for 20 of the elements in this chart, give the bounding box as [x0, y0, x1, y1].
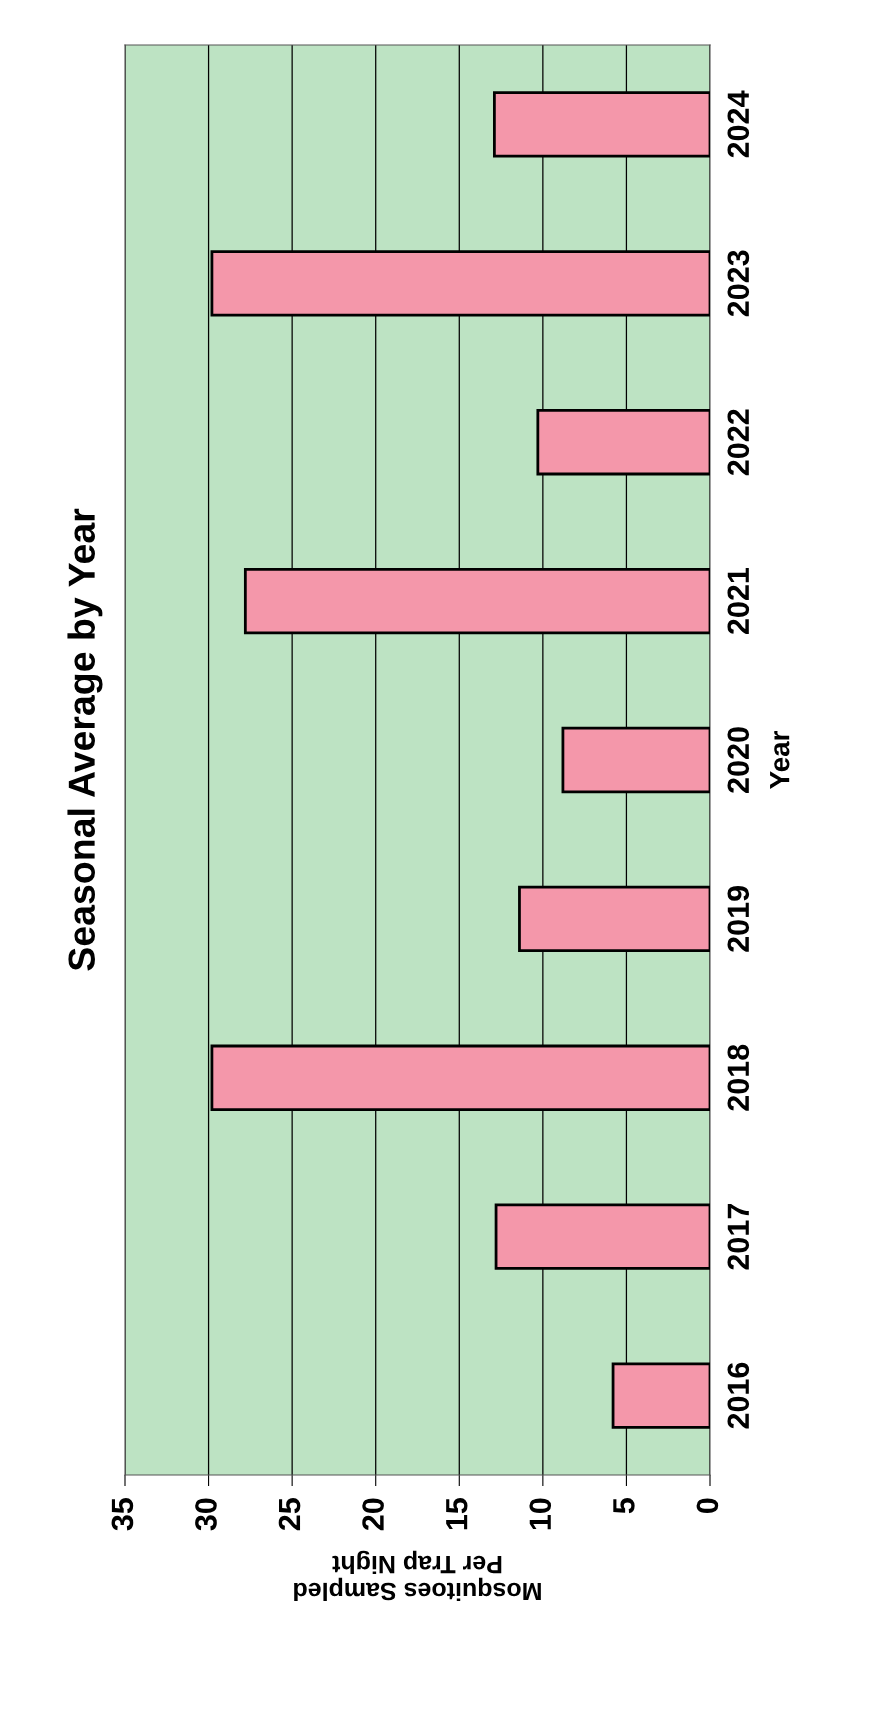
y-tick-label: 2016 — [727, 1362, 750, 1429]
x-tick-label: 0 — [696, 1498, 719, 1514]
y-tick-label: 2024 — [727, 90, 750, 158]
y-tick-label: 2017 — [727, 1204, 750, 1270]
x-tick-label: 5 — [613, 1498, 635, 1514]
text: Seasonal Average by Year — [67, 508, 103, 971]
x-tick-label: 20 — [362, 1498, 384, 1531]
y-tick-label: 2020 — [727, 727, 750, 793]
x-tick-label: 25 — [278, 1498, 301, 1531]
y-tick-label: 2021 — [727, 567, 750, 635]
y-tick-label: 2023 — [727, 250, 750, 317]
y-tick-label: 2019 — [727, 886, 750, 952]
x-axis-title: Mosquitoes Sampled Per Trap Night — [294, 1550, 541, 1601]
y-tick-label: 2022 — [727, 409, 750, 476]
x-tick-label: 30 — [195, 1498, 217, 1531]
y-tick-label: 2018 — [727, 1044, 750, 1111]
y-axis-title: Year — [770, 731, 790, 789]
x-tick-label: 15 — [446, 1498, 468, 1530]
x-tick-label: 35 — [111, 1498, 134, 1531]
x-tick-label: 10 — [529, 1498, 552, 1530]
